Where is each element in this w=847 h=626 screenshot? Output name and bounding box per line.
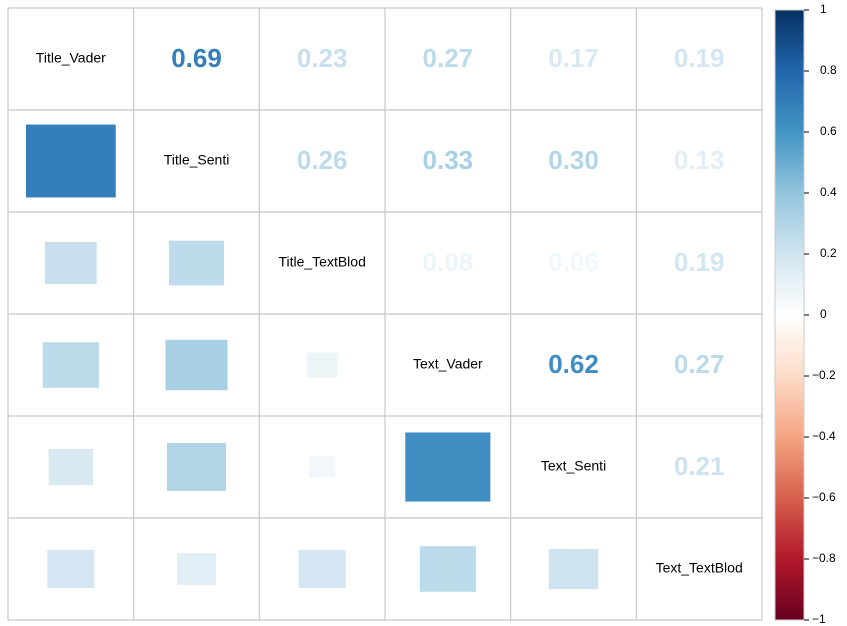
colorbar-tick-label: −0.8 <box>812 551 836 565</box>
corr-value: 0.33 <box>423 145 474 175</box>
corr-value: 0.13 <box>674 145 725 175</box>
corr-square <box>306 352 338 378</box>
corr-value: 0.62 <box>548 349 599 379</box>
variable-label: Title_Senti <box>164 152 230 168</box>
corr-square <box>168 240 225 286</box>
colorbar <box>774 9 805 621</box>
corr-value: 0.27 <box>423 43 474 73</box>
corr-square <box>25 124 116 198</box>
corr-value: 0.19 <box>674 43 725 73</box>
variable-label: Text_Senti <box>541 458 606 474</box>
corr-square <box>44 241 97 285</box>
corr-value: 0.30 <box>548 145 599 175</box>
corr-square <box>165 339 228 391</box>
corr-value: 0.17 <box>548 43 599 73</box>
variable-label: Title_Vader <box>36 50 106 66</box>
corr-square <box>42 342 99 388</box>
colorbar-tick-label: 0.6 <box>820 124 837 138</box>
variable-label: Text_Vader <box>413 356 483 372</box>
corr-square <box>405 432 491 502</box>
corr-square <box>47 549 95 589</box>
colorbar-tick-label: −1 <box>812 612 826 626</box>
colorbar-tick-label: −0.2 <box>812 368 836 382</box>
colorbar-tick-label: −0.4 <box>812 429 836 443</box>
corr-square <box>166 442 227 492</box>
corr-value: 0.06 <box>548 247 599 277</box>
corr-square <box>308 456 336 478</box>
corr-square <box>298 549 346 589</box>
corr-value: 0.19 <box>674 247 725 277</box>
colorbar-tick-label: 0.8 <box>820 63 837 77</box>
colorbar-tick-label: 0.2 <box>820 246 837 260</box>
variable-label: Text_TextBlod <box>656 560 743 576</box>
corr-value: 0.21 <box>674 451 725 481</box>
colorbar-tick-label: 1 <box>820 2 827 16</box>
corr-square <box>419 546 476 592</box>
corr-square <box>48 448 94 486</box>
corr-square <box>548 548 599 590</box>
corr-value: 0.69 <box>171 43 222 73</box>
corr-value: 0.26 <box>297 145 348 175</box>
colorbar-tick-label: −0.6 <box>812 490 836 504</box>
colorbar-tick-label: 0.4 <box>820 185 837 199</box>
corr-square <box>177 553 216 585</box>
corr-value: 0.27 <box>674 349 725 379</box>
colorbar-tick-label: 0 <box>820 307 827 321</box>
corr-value: 0.08 <box>423 247 474 277</box>
corr-value: 0.23 <box>297 43 348 73</box>
variable-label: Title_TextBlod <box>278 254 365 270</box>
